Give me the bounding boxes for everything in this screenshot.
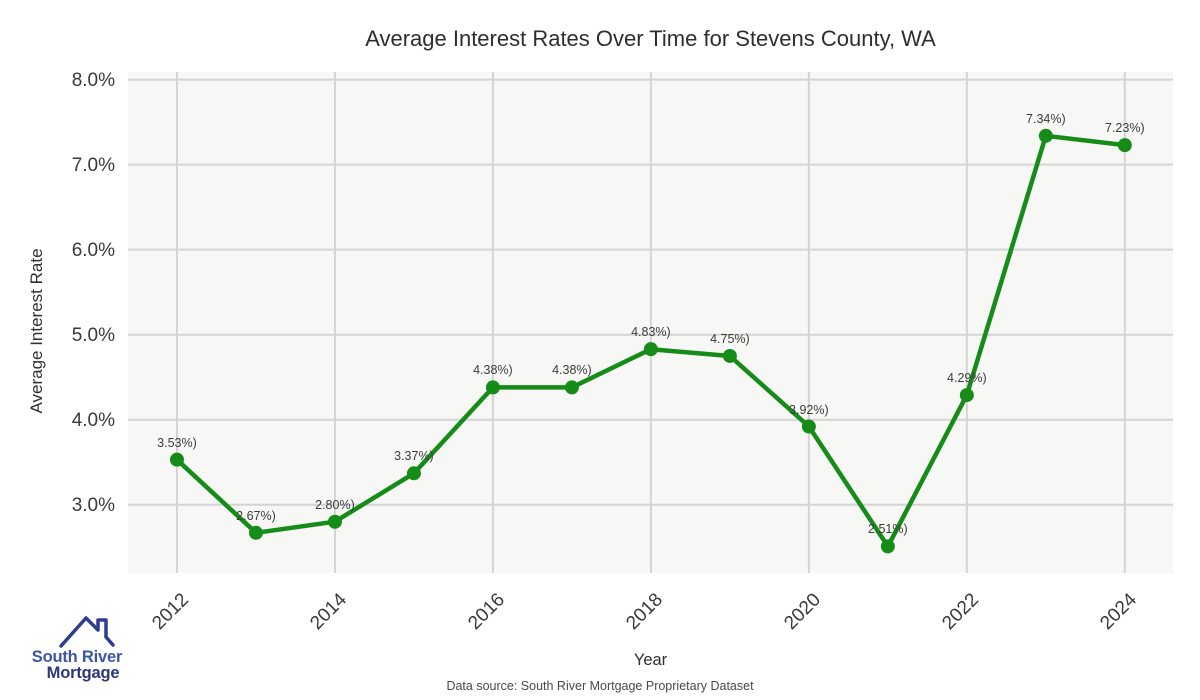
point-label: 3.53%) xyxy=(157,435,197,450)
south-river-mortgage-logo: South River Mortgage xyxy=(22,610,132,683)
point-label: 2.51%) xyxy=(868,522,908,537)
data-point xyxy=(959,388,974,403)
y-tick-label: 7.0% xyxy=(71,154,115,176)
data-point xyxy=(880,539,895,554)
point-label: 3.37%) xyxy=(394,449,434,464)
data-point xyxy=(564,380,579,395)
data-point xyxy=(1038,128,1053,143)
point-label: 2.67%) xyxy=(236,508,276,523)
y-tick-label: 5.0% xyxy=(71,324,115,346)
data-point xyxy=(485,380,500,395)
point-label: 7.34%) xyxy=(1026,111,1066,126)
point-label: 3.92%) xyxy=(789,402,829,417)
y-tick-label: 6.0% xyxy=(71,239,115,261)
y-tick-label: 4.0% xyxy=(71,409,115,431)
point-label: 4.83%) xyxy=(631,325,671,340)
data-point xyxy=(248,525,263,540)
point-label: 4.38%) xyxy=(552,363,592,378)
logo-text-primary: South River xyxy=(31,648,123,666)
chart-title: Average Interest Rates Over Time for Ste… xyxy=(365,26,936,51)
y-tick-label: 3.0% xyxy=(71,494,115,516)
point-label: 7.23%) xyxy=(1105,121,1145,136)
point-label: 2.80%) xyxy=(315,497,355,512)
point-label: 4.29%) xyxy=(947,371,987,386)
data-point xyxy=(643,342,658,357)
point-label: 4.75%) xyxy=(710,331,750,346)
y-tick-label: 8.0% xyxy=(71,69,115,91)
data-point xyxy=(801,419,816,434)
data-point xyxy=(1117,138,1132,153)
data-source-note: Data source: South River Mortgage Propri… xyxy=(446,679,754,693)
house-roof-icon xyxy=(59,616,115,648)
data-point xyxy=(169,452,184,467)
data-point xyxy=(327,514,342,529)
x-axis-label: Year xyxy=(633,651,668,669)
logo-text-secondary: Mortgage xyxy=(46,664,120,682)
point-label: 4.38%) xyxy=(473,363,513,378)
data-point xyxy=(406,466,421,481)
data-point xyxy=(722,348,737,363)
